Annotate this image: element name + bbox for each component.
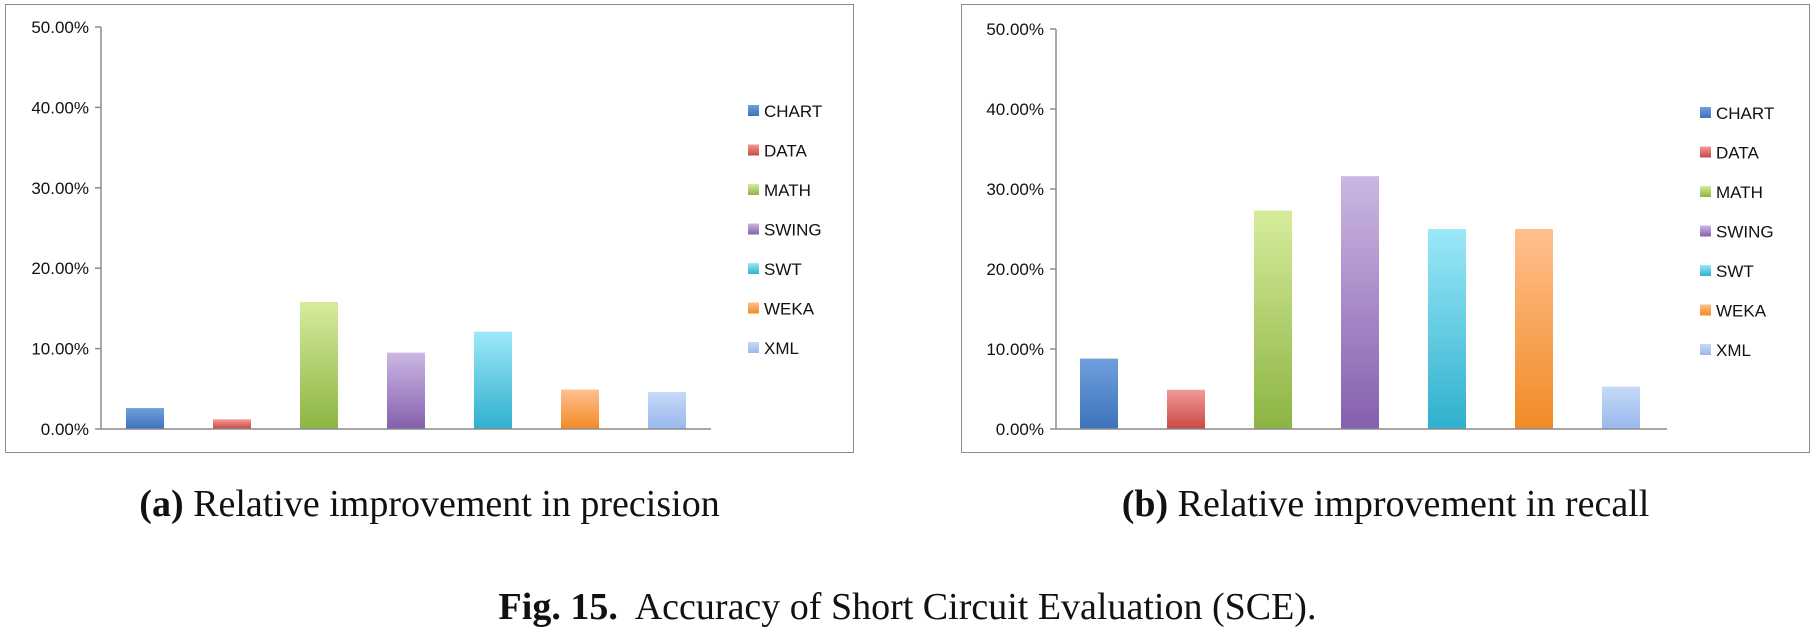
y-tick-label: 50.00% xyxy=(31,18,89,37)
legend-swatch-swing xyxy=(1700,225,1711,237)
legend-swatch-chart xyxy=(748,105,759,116)
legend-label-swt: SWT xyxy=(1716,262,1754,281)
subcaption-b: (b) Relative improvement in recall xyxy=(956,482,1815,526)
legend-swatch-swt xyxy=(1700,265,1711,276)
legend-swatch-math xyxy=(1700,186,1711,197)
y-tick-label: 0.00% xyxy=(41,420,89,439)
legend-swatch-swt xyxy=(748,263,759,274)
y-tick-label: 0.00% xyxy=(996,420,1044,439)
legend-label-xml: XML xyxy=(764,339,799,358)
legend-label-chart: CHART xyxy=(764,102,822,121)
y-tick-label: 30.00% xyxy=(986,180,1044,199)
y-tick-label: 20.00% xyxy=(986,260,1044,279)
recall-bar-chart: 0.00% 10.00% 20.00% 30.00% 40.00% 50.00% CHART… xyxy=(986,20,1774,439)
legend-swatch-data xyxy=(1700,146,1711,158)
legend-label-math: MATH xyxy=(1716,183,1763,202)
bar-weka xyxy=(561,389,599,429)
bar-chart xyxy=(1080,358,1118,429)
legend-label-swing: SWING xyxy=(1716,223,1774,242)
figure-caption-text: Accuracy of Short Circuit Evaluation (SC… xyxy=(634,586,1317,628)
y-tick-label: 30.00% xyxy=(31,179,89,198)
y-tick-label: 40.00% xyxy=(31,98,89,117)
legend-label-math: MATH xyxy=(764,181,811,200)
y-tick-label: 40.00% xyxy=(986,100,1044,119)
legend-label-swt: SWT xyxy=(764,260,802,279)
y-tick-label: 50.00% xyxy=(986,20,1044,39)
legend-swatch-math xyxy=(748,184,759,195)
subcaption-a-label: (a) xyxy=(139,483,184,525)
subcaption-b-label: (b) xyxy=(1121,483,1169,525)
figure-caption-label: Fig. 15. xyxy=(498,586,618,628)
chart-panel-recall: 0.00% 10.00% 20.00% 30.00% 40.00% 50.00% CHART… xyxy=(961,4,1810,453)
legend-label-data: DATA xyxy=(764,142,807,161)
y-tick-label: 10.00% xyxy=(31,340,89,359)
y-tick-label: 10.00% xyxy=(986,340,1044,359)
legend-label-weka: WEKA xyxy=(764,300,815,319)
legend-label-xml: XML xyxy=(1716,341,1751,360)
bar-data xyxy=(213,419,251,429)
legend-label-data: DATA xyxy=(1716,144,1759,163)
bar-swt xyxy=(474,331,512,429)
subcaption-b-text: Relative improvement in recall xyxy=(1177,483,1650,525)
precision-bar-chart: 0.00% 10.00% 20.00% 30.00% 40.00% 50.00% CHART… xyxy=(31,18,822,439)
bar-xml xyxy=(648,392,686,429)
legend-swatch-xml xyxy=(1700,344,1711,355)
legend-swatch-swing xyxy=(748,223,759,235)
bar-weka xyxy=(1515,229,1553,429)
subcaption-a-text: Relative improvement in precision xyxy=(193,483,720,525)
bar-xml xyxy=(1602,386,1640,429)
legend-label-weka: WEKA xyxy=(1716,302,1767,321)
legend-label-chart: CHART xyxy=(1716,104,1774,123)
legend-swatch-xml xyxy=(748,342,759,353)
legend-swatch-weka xyxy=(1700,304,1711,316)
bar-swing xyxy=(1341,176,1379,429)
legend-swatch-data xyxy=(748,144,759,156)
bar-math xyxy=(300,301,338,429)
figure-caption: Fig. 15. Accuracy of Short Circuit Evalu… xyxy=(0,585,1815,629)
legend-label-swing: SWING xyxy=(764,221,822,240)
bar-swing xyxy=(387,352,425,429)
bar-chart xyxy=(126,408,164,429)
bar-math xyxy=(1254,210,1292,429)
legend-swatch-weka xyxy=(748,302,759,314)
subcaption-a: (a) Relative improvement in precision xyxy=(0,482,859,526)
y-tick-label: 20.00% xyxy=(31,259,89,278)
legend-swatch-chart xyxy=(1700,107,1711,118)
bar-data xyxy=(1167,389,1205,429)
chart-panel-precision: 0.00% 10.00% 20.00% 30.00% 40.00% 50.00% CHART… xyxy=(5,4,854,453)
bar-swt xyxy=(1428,229,1466,429)
